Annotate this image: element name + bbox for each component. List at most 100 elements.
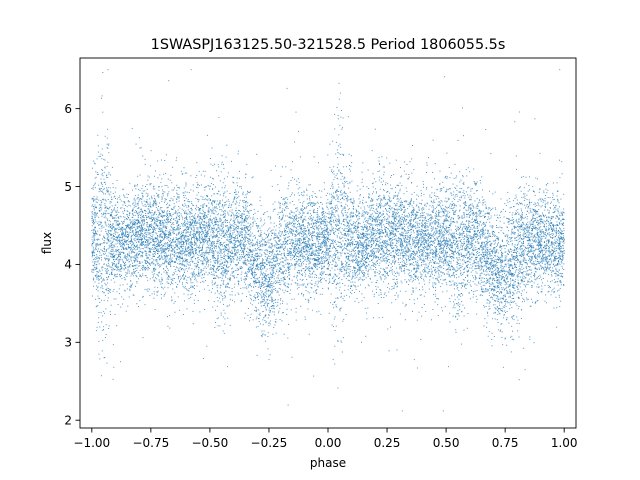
data-point (213, 252, 215, 254)
data-point (153, 226, 155, 228)
data-point (417, 233, 419, 234)
data-point (137, 194, 139, 196)
data-point (96, 207, 98, 209)
data-point (115, 211, 117, 213)
data-point (445, 207, 447, 209)
data-point (326, 274, 328, 276)
data-point (131, 241, 133, 242)
data-point (510, 351, 512, 353)
data-point (258, 287, 260, 288)
data-point (544, 245, 546, 246)
data-point (207, 260, 209, 262)
data-point (521, 213, 523, 215)
data-point (537, 255, 538, 257)
data-point (368, 268, 370, 270)
data-point (247, 190, 248, 192)
data-point (155, 228, 157, 229)
data-point (121, 247, 123, 249)
data-point (395, 235, 397, 237)
data-point (135, 260, 137, 261)
data-point (118, 252, 120, 254)
data-point (387, 256, 389, 258)
data-point (210, 163, 212, 165)
data-point (295, 231, 297, 232)
data-point (525, 224, 527, 226)
data-point (253, 263, 255, 265)
data-point (483, 260, 485, 262)
data-point (455, 231, 457, 233)
data-point (219, 248, 221, 250)
data-point (343, 207, 345, 209)
data-point (527, 221, 529, 223)
data-point (158, 231, 160, 232)
data-point (292, 243, 294, 245)
data-point (166, 210, 168, 212)
data-point (192, 282, 194, 284)
data-point (453, 212, 455, 214)
data-point (531, 233, 533, 235)
data-point (193, 220, 194, 222)
data-point (538, 203, 539, 205)
data-point (359, 260, 361, 262)
data-point (156, 263, 158, 265)
data-point (222, 204, 223, 205)
data-point (165, 270, 166, 271)
data-point (172, 222, 174, 224)
data-point (273, 253, 275, 255)
data-point (451, 245, 453, 247)
data-point (394, 211, 395, 213)
data-point (96, 213, 97, 215)
data-point (437, 205, 439, 207)
data-point (114, 227, 116, 229)
data-point (219, 325, 221, 327)
data-point (249, 210, 251, 212)
data-point (102, 339, 104, 341)
data-point (128, 204, 130, 206)
data-point (451, 236, 453, 238)
data-point (393, 195, 395, 197)
data-point (389, 242, 391, 244)
data-point (216, 170, 218, 172)
data-point (183, 252, 185, 254)
data-point (214, 277, 216, 279)
data-point (368, 264, 370, 266)
data-point (491, 227, 493, 229)
data-point (362, 245, 364, 246)
data-point (442, 279, 444, 281)
data-point (157, 245, 159, 247)
data-point (408, 256, 410, 258)
data-point (314, 254, 316, 256)
data-point (217, 239, 219, 241)
data-point (107, 300, 109, 302)
data-point (287, 286, 289, 288)
data-point (533, 273, 535, 274)
data-point (559, 256, 561, 258)
data-point (103, 357, 105, 359)
data-point (197, 207, 199, 209)
data-point (515, 155, 517, 157)
data-point (162, 252, 164, 254)
data-point (242, 236, 244, 238)
data-point (279, 189, 280, 191)
data-point (336, 228, 338, 230)
data-point (196, 222, 198, 224)
data-point (560, 212, 562, 214)
data-point (487, 213, 489, 214)
data-point (525, 205, 527, 207)
data-point (353, 267, 355, 269)
data-point (125, 264, 127, 266)
data-point (445, 217, 447, 219)
data-point (252, 251, 253, 253)
data-point (226, 244, 228, 246)
data-point (268, 314, 270, 316)
data-point (149, 248, 151, 250)
data-point (305, 245, 307, 247)
data-point (166, 233, 168, 235)
data-point (281, 245, 283, 247)
data-point (104, 237, 105, 238)
data-point (258, 254, 260, 256)
data-point (183, 187, 185, 189)
data-point (485, 288, 486, 290)
data-point (293, 222, 295, 224)
data-point (370, 245, 372, 247)
